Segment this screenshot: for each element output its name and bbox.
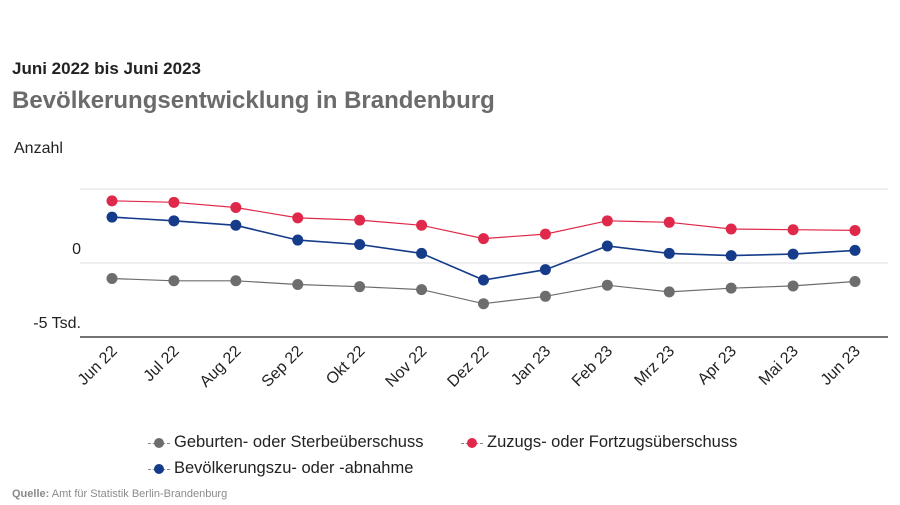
- x-tick-label: Dez 22: [444, 343, 492, 391]
- x-tick-label: Sep 22: [259, 343, 307, 391]
- x-tick-label: Aug 22: [197, 343, 245, 391]
- x-tick-label: Mrz 23: [631, 343, 678, 390]
- legend-marker-blue: [148, 463, 170, 475]
- data-point: [539, 264, 551, 276]
- legend-marker-gray: [148, 437, 170, 449]
- data-point: [478, 298, 489, 310]
- legend-label: Bevölkerungszu- oder -abnahme: [174, 459, 414, 477]
- source-label: Quelle:: [12, 488, 50, 500]
- legend-item-migration[interactable]: Zuzugs- oder Fortzugsüberschuss: [461, 433, 737, 452]
- data-point: [849, 244, 861, 256]
- x-tick-label: Apr 23: [695, 343, 740, 388]
- data-point: [663, 216, 675, 228]
- data-point: [601, 240, 613, 252]
- data-point: [539, 290, 551, 302]
- x-tick-label: Jun 23: [818, 343, 864, 389]
- data-point: [354, 281, 366, 293]
- series-line: [111, 200, 856, 240]
- data-point: [478, 274, 489, 286]
- data-point: [663, 247, 675, 259]
- data-point: [849, 276, 861, 287]
- legend-label: Zuzugs- oder Fortzugsüberschuss: [487, 433, 738, 451]
- legend-label: Geburten- oder Sterbeüberschuss: [174, 433, 424, 451]
- data-point: [354, 239, 366, 250]
- x-tick-label: Nov 22: [383, 343, 431, 391]
- line-chart: Anzahl 0 -5 Tsd. Jun 22 Jul 22 Aug 22 Sep 22 Ok…: [14, 140, 888, 391]
- data-point: [230, 275, 242, 287]
- data-point: [416, 219, 428, 231]
- data-point: [725, 250, 737, 262]
- data-point: [416, 247, 428, 259]
- data-point: [725, 282, 737, 294]
- data-point: [292, 212, 304, 224]
- x-tick-label: Jan 23: [508, 343, 554, 389]
- data-point: [416, 284, 428, 296]
- legend-item-population-change[interactable]: Bevölkerungszu- oder -abnahme: [148, 459, 413, 478]
- data-point: [230, 219, 242, 231]
- x-tick-label: Jul 22: [141, 343, 183, 385]
- source-text: Amt für Statistik Berlin-Brandenburg: [51, 488, 228, 500]
- data-point: [601, 279, 613, 291]
- data-point: [478, 233, 489, 245]
- series-line: [111, 216, 856, 281]
- data-point: [106, 195, 118, 207]
- data-point: [787, 280, 799, 292]
- data-point: [106, 273, 118, 285]
- data-point: [787, 248, 799, 260]
- data-point: [787, 224, 799, 236]
- data-point: [292, 278, 304, 290]
- y-tick-label: -5 Tsd.: [33, 315, 81, 332]
- y-axis-label: Anzahl: [14, 140, 63, 157]
- source-note: Quelle: Amt für Statistik Berlin-Branden…: [12, 488, 227, 500]
- legend-item-births-deaths[interactable]: Geburten- oder Sterbeüberschuss: [148, 433, 423, 452]
- data-point: [168, 215, 180, 227]
- data-point: [168, 275, 180, 287]
- data-point: [230, 202, 242, 213]
- data-point: [292, 234, 304, 246]
- x-tick-label: Mai 23: [756, 343, 802, 389]
- x-tick-label: Jun 22: [75, 343, 121, 389]
- legend-marker-red: [461, 437, 483, 449]
- data-point: [849, 224, 861, 236]
- x-tick-label: Feb 23: [569, 343, 616, 390]
- data-point: [601, 215, 613, 227]
- x-tick-label: Okt 22: [323, 343, 368, 388]
- data-point: [354, 214, 366, 226]
- chart-title: Bevölkerungsentwicklung in Brandenburg: [12, 87, 495, 114]
- data-point: [663, 286, 675, 298]
- chart-subtitle: Juni 2022 bis Juni 2023: [12, 59, 201, 78]
- y-tick-label: 0: [72, 241, 81, 258]
- data-point: [106, 211, 118, 223]
- data-point: [168, 196, 180, 208]
- data-point: [725, 223, 737, 235]
- data-point: [539, 228, 551, 240]
